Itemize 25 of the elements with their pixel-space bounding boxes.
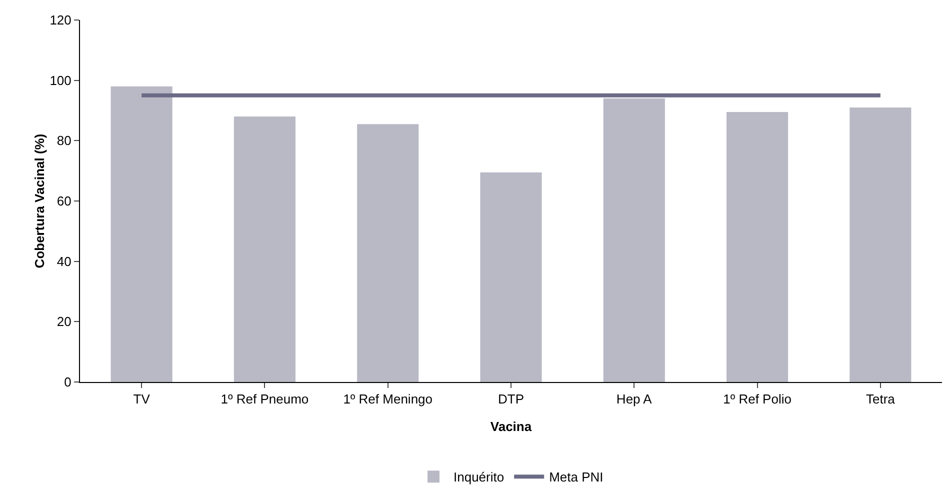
y-tick-label: 40 — [56, 254, 72, 269]
x-tick-label: 1º Ref Pneumo — [220, 392, 309, 407]
x-tick-label: DTP — [498, 392, 524, 407]
x-tick-label: 1º Ref Polio — [723, 392, 792, 407]
legend-label: Meta PNI — [549, 470, 604, 485]
bar — [603, 98, 665, 382]
x-tick-label: Tetra — [866, 392, 896, 407]
x-tick-label: 1º Ref Meningo — [343, 392, 433, 407]
bar — [234, 116, 296, 382]
bar — [726, 112, 788, 382]
y-tick-label: 0 — [64, 374, 72, 390]
x-tick-label: TV — [133, 392, 150, 407]
bar — [357, 124, 419, 382]
bar — [480, 172, 542, 382]
y-tick-label: 120 — [50, 12, 72, 28]
x-tick-label: Hep A — [616, 392, 652, 407]
y-tick-label: 80 — [56, 133, 72, 148]
y-tick-label: 20 — [56, 314, 72, 330]
y-tick-label: 60 — [56, 194, 72, 209]
bar — [110, 86, 172, 382]
legend-label: Inquérito — [454, 470, 504, 485]
y-tick-label: 100 — [50, 72, 72, 88]
y-axis-title: Cobertura Vacinal (%) — [32, 134, 47, 268]
x-axis-title: Vacina — [490, 419, 532, 434]
bar — [850, 107, 912, 382]
